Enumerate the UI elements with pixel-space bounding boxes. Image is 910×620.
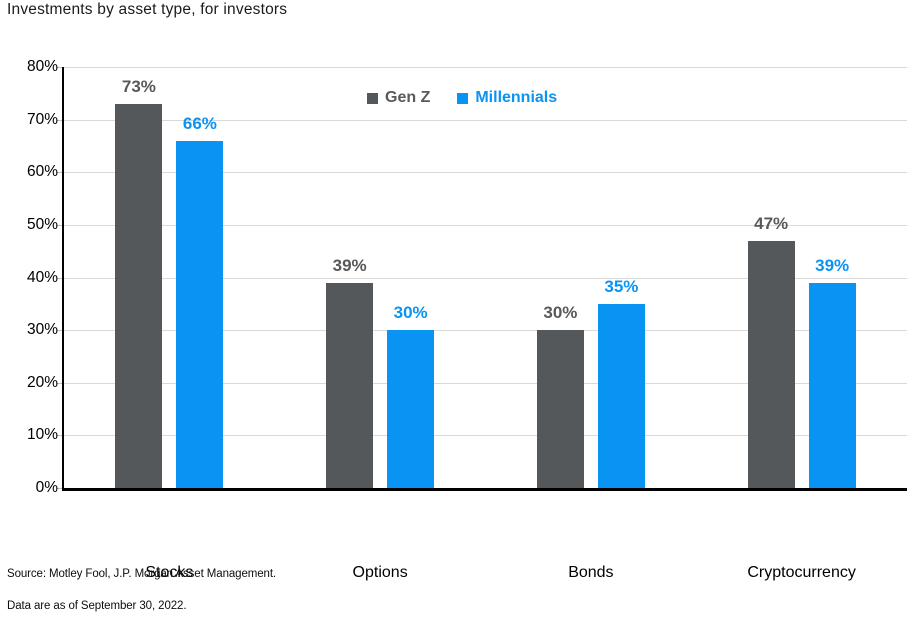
legend-item-millennials: Millennials [457,89,557,107]
bar-value-label: 66% [182,113,217,133]
bar-millennials [176,140,224,488]
y-tick-50 [56,224,62,226]
y-tick-30 [56,330,62,332]
bar-value-label: 30% [393,303,428,323]
bar-value-label: 73% [121,76,156,96]
y-tick-60 [56,172,62,174]
source-note: Source: Motley Fool, J.P. Morgan Asset M… [7,568,277,580]
bar-value-label: 39% [332,255,367,275]
bar-value-label: 30% [543,303,578,323]
bar-gen-z [747,240,795,488]
gridline-10 [64,435,907,437]
y-axis-label: 40% [26,268,58,286]
bar-gen-z [536,330,584,488]
y-tick-10 [56,435,62,437]
y-tick-40 [56,277,62,279]
asof-note: Data are as of September 30, 2022. [7,600,187,612]
y-tick-0 [56,488,62,489]
chart-title: Investments by asset type, for investors [7,1,288,18]
bar-value-label: 35% [604,276,639,296]
x-axis-label: Options [352,564,408,581]
plot-area: 0% 10% 20% 30% 40% 50% 60% 70% 80% 73% 66% Stocks 39… [27,58,907,581]
y-axis-label: 20% [26,373,58,391]
gridline-40 [64,277,907,279]
y-axis-label: 50% [26,215,58,233]
y-tick-70 [56,119,62,121]
bar-millennials [387,330,435,488]
legend-swatch-millennials [457,92,469,104]
bar-gen-z [115,103,163,488]
legend: Gen Z Millennials [367,89,557,107]
bar-gen-z [326,282,374,488]
gridline-50 [64,224,907,226]
gridline-70 [64,119,907,121]
bar-value-label: 39% [815,255,850,275]
y-axis-label: 0% [35,479,58,496]
legend-item-gen-z: Gen Z [367,89,430,107]
gridline-30 [64,330,907,332]
legend-label-gen-z: Gen Z [385,89,431,106]
y-tick-80 [56,67,62,68]
bar-millennials [597,303,645,488]
y-axis-label: 70% [26,110,58,128]
y-axis-label: 30% [26,321,58,339]
y-axis-label: 10% [26,426,58,444]
x-axis-label: Bonds [568,564,614,581]
x-axis-label: Stocks [145,564,194,581]
y-tick-20 [56,382,62,384]
x-axis-label: Cryptocurrency [747,564,856,581]
y-axis-label: 80% [26,58,58,75]
bar-millennials [808,282,856,488]
gridline-20 [64,382,907,384]
gridline-80 [64,67,907,68]
gridline-60 [64,172,907,174]
legend-label-millennials: Millennials [475,89,558,106]
legend-swatch-gen-z [367,92,378,104]
bar-value-label: 47% [754,213,789,233]
y-axis-label: 60% [26,163,58,181]
